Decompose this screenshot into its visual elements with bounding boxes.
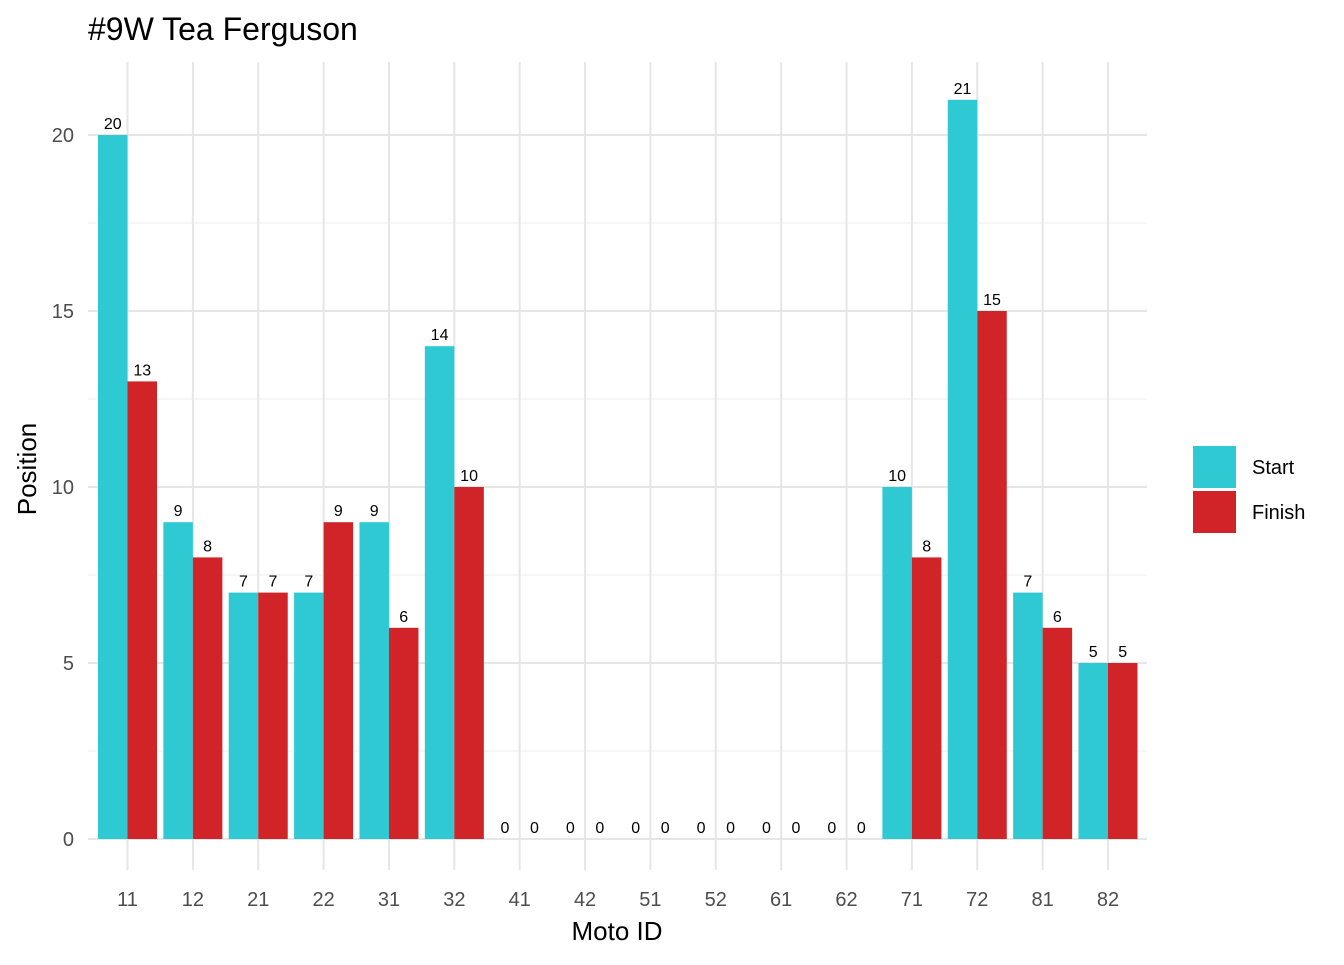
- x-tick-label: 21: [247, 889, 269, 911]
- bar-start-81: [1013, 592, 1043, 839]
- data-label: 0: [566, 820, 575, 837]
- bar-finish-81: [1042, 627, 1073, 839]
- y-axis-label: Position: [12, 423, 42, 516]
- data-label: 0: [857, 820, 866, 837]
- bar-start-72: [947, 99, 978, 840]
- data-label: 0: [791, 820, 800, 837]
- legend-label-finish: Finish: [1252, 502, 1305, 524]
- data-label: 21: [954, 81, 972, 98]
- bar-finish-31: [388, 627, 419, 839]
- data-label: 7: [304, 574, 313, 591]
- x-tick-label: 81: [1032, 889, 1054, 911]
- x-axis-ticks: 11 12 21 22 31 32 41 42 51 52 61 62 71 72 81 82: [117, 889, 1119, 911]
- bar-start-82: [1078, 663, 1108, 839]
- data-label: 0: [595, 820, 604, 837]
- bar-start-21: [228, 592, 259, 839]
- x-tick-label: 52: [705, 889, 727, 911]
- bar-finish-82: [1108, 663, 1138, 839]
- x-tick-label: 42: [574, 889, 596, 911]
- chart-title: #9W Tea Ferguson: [88, 11, 358, 47]
- data-label: 20: [104, 116, 122, 133]
- data-label: 0: [661, 820, 670, 837]
- x-tick-label: 72: [966, 889, 988, 911]
- y-tick-label: 10: [52, 477, 74, 499]
- data-label: 8: [922, 538, 931, 555]
- x-tick-label: 82: [1097, 889, 1119, 911]
- x-axis-label: Moto ID: [571, 916, 662, 946]
- data-label: 0: [631, 820, 640, 837]
- bar-finish-12: [192, 557, 223, 839]
- bar-start-22: [294, 592, 324, 839]
- data-label: 0: [762, 820, 771, 837]
- y-tick-label: 15: [52, 301, 74, 323]
- data-label: 9: [370, 503, 379, 520]
- data-label: 9: [174, 503, 183, 520]
- x-tick-label: 62: [835, 889, 857, 911]
- data-label: 10: [888, 468, 906, 485]
- bar-series: [98, 99, 1138, 840]
- bar-finish-72: [977, 311, 1007, 839]
- legend-key-finish: [1193, 491, 1236, 533]
- bar-finish-71: [911, 557, 942, 839]
- data-label: 6: [1053, 609, 1062, 626]
- x-tick-label: 71: [901, 889, 923, 911]
- data-label: 7: [269, 574, 278, 591]
- y-tick-label: 0: [63, 829, 74, 851]
- data-label: 0: [726, 820, 735, 837]
- data-label: 0: [827, 820, 836, 837]
- legend-label-start: Start: [1252, 457, 1295, 479]
- data-label: 5: [1089, 644, 1098, 661]
- data-label: 8: [203, 538, 212, 555]
- x-tick-label: 31: [378, 889, 400, 911]
- data-label: 10: [460, 468, 478, 485]
- x-tick-label: 12: [182, 889, 204, 911]
- bar-start-31: [359, 522, 389, 839]
- data-label: 7: [239, 574, 248, 591]
- data-label: 0: [697, 820, 706, 837]
- bar-start-12: [163, 522, 193, 839]
- data-label: 5: [1118, 644, 1127, 661]
- x-tick-label: 22: [312, 889, 334, 911]
- data-label: 0: [500, 820, 509, 837]
- bar-start-71: [882, 487, 912, 839]
- bar-start-11: [98, 135, 128, 839]
- data-label: 13: [133, 362, 151, 379]
- data-label: 6: [399, 609, 408, 626]
- bar-start-32: [424, 346, 455, 839]
- legend: Start Finish: [1193, 446, 1305, 533]
- data-label: 0: [530, 820, 539, 837]
- legend-key-start: [1193, 446, 1236, 488]
- x-tick-label: 32: [443, 889, 465, 911]
- bar-finish-32: [454, 487, 484, 839]
- x-tick-label: 11: [117, 889, 138, 911]
- bar-finish-11: [127, 381, 157, 839]
- bar-data-labels: 20 9 7 7 9 14 0 0 0 0 0 0 10 21 7 5 13 8 7 9 6 10 0 0 0 0 0 0 8 15 6 5: [104, 81, 1127, 837]
- bar-finish-21: [258, 592, 288, 839]
- x-tick-label: 61: [770, 889, 792, 911]
- data-label: 14: [431, 327, 449, 344]
- data-label: 7: [1023, 574, 1032, 591]
- y-tick-label: 20: [52, 125, 74, 147]
- y-tick-label: 5: [63, 653, 74, 675]
- x-tick-label: 41: [509, 889, 531, 911]
- y-axis-ticks: 0 5 10 15 20: [52, 125, 74, 851]
- data-label: 15: [983, 292, 1001, 309]
- bar-finish-22: [323, 522, 354, 839]
- data-label: 9: [334, 503, 343, 520]
- x-tick-label: 51: [639, 889, 661, 911]
